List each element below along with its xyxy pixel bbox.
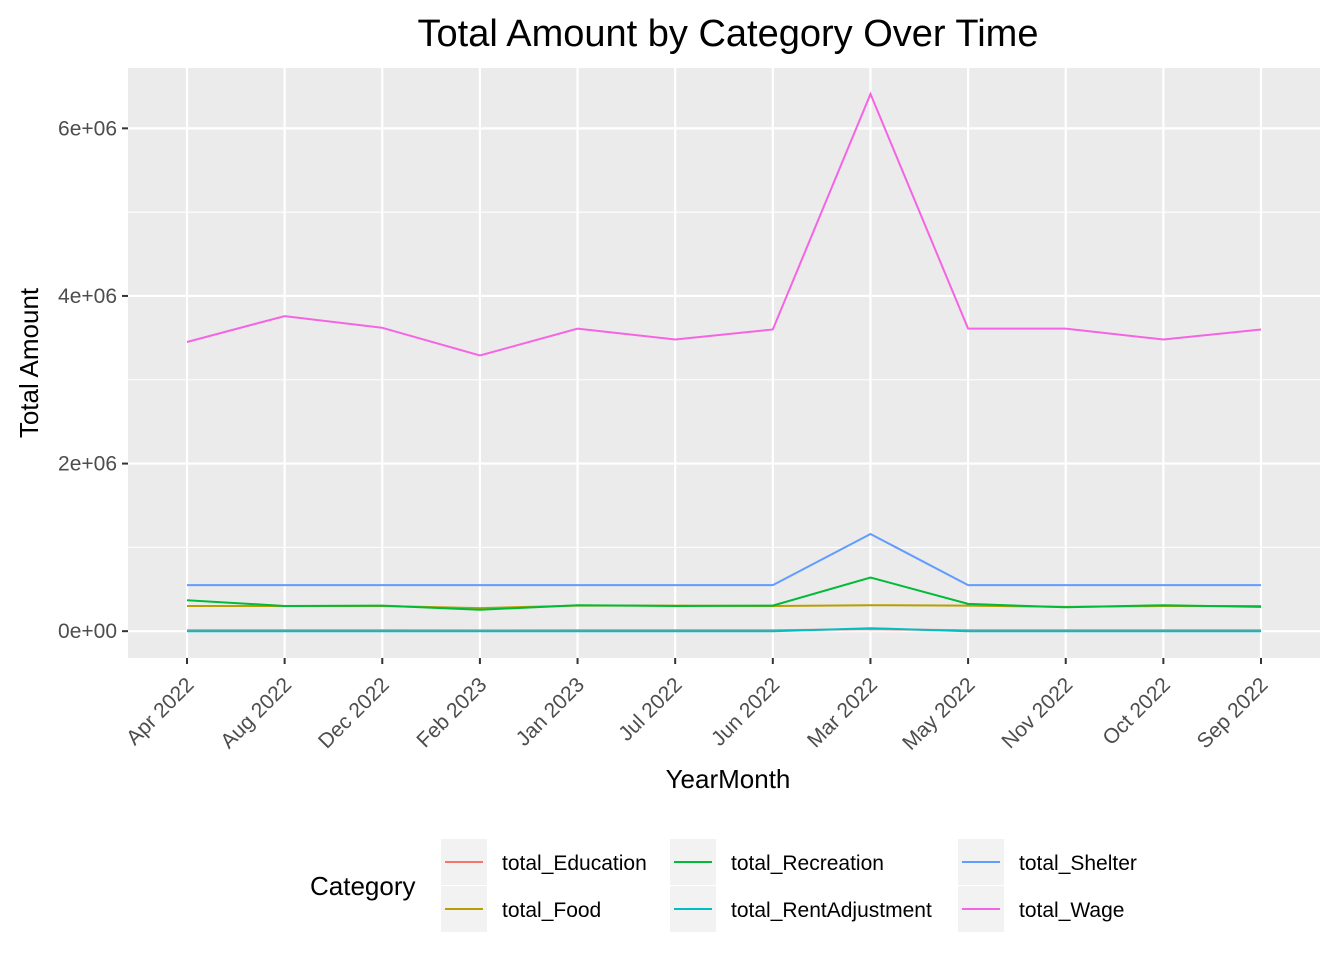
x-tick-label: Apr 2022 xyxy=(122,673,199,750)
series-lines xyxy=(186,91,1262,633)
series-line-total-recreation xyxy=(186,576,1262,611)
legend: Category total_Educationtotal_Foodtotal_… xyxy=(310,839,1137,932)
legend-label: total_RentAdjustment xyxy=(731,899,932,922)
minor-gridlines xyxy=(128,211,1320,548)
y-tick-label: 2e+06 xyxy=(58,453,117,476)
series-line-total-shelter xyxy=(187,532,1261,587)
legend-label: total_Food xyxy=(502,899,601,922)
series-line-total-wage xyxy=(186,91,1262,357)
x-tick-label: Oct 2022 xyxy=(1098,673,1175,750)
x-axis: Apr 2022 Aug 2022 Dec 2022 Feb 2023 Jan 2023… xyxy=(122,658,1273,755)
legend-items: total_Education total_Food total_Recreatio… xyxy=(441,839,1137,932)
y-axis-title: Total Amount xyxy=(14,287,44,438)
chart-title: Total Amount by Category Over Time xyxy=(418,13,1039,55)
x-tick-label: Nov 2022 xyxy=(997,673,1077,753)
plot-panel xyxy=(128,68,1320,658)
x-tick-label: Mar 2022 xyxy=(803,673,882,752)
series-line-total-rentadjustment xyxy=(187,627,1261,633)
x-tick-label: Jan 2023 xyxy=(512,673,589,750)
x-tick-label: Aug 2022 xyxy=(216,673,296,753)
y-tick-label: 6e+06 xyxy=(58,117,117,140)
x-axis-title: YearMonth xyxy=(666,764,791,794)
x-tick-label: Sep 2022 xyxy=(1193,673,1273,753)
major-gridlines xyxy=(128,68,1320,658)
legend-label: total_Wage xyxy=(1019,899,1124,922)
x-tick-label: Feb 2023 xyxy=(412,673,491,752)
legend-label: total_Education xyxy=(502,852,647,875)
y-axis: 0e+00 2e+06 4e+06 6e+06 xyxy=(58,117,128,643)
y-tick-label: 0e+00 xyxy=(58,620,117,643)
legend-label: total_Recreation xyxy=(731,852,884,875)
x-tick-label: Jun 2022 xyxy=(707,673,784,750)
legend-title: Category xyxy=(310,871,416,901)
x-tick-label: Dec 2022 xyxy=(314,673,394,753)
x-tick-label: Jul 2022 xyxy=(614,673,686,745)
legend-label: total_Shelter xyxy=(1019,852,1137,875)
y-tick-label: 4e+06 xyxy=(58,285,117,308)
x-tick-label: May 2022 xyxy=(898,673,979,754)
